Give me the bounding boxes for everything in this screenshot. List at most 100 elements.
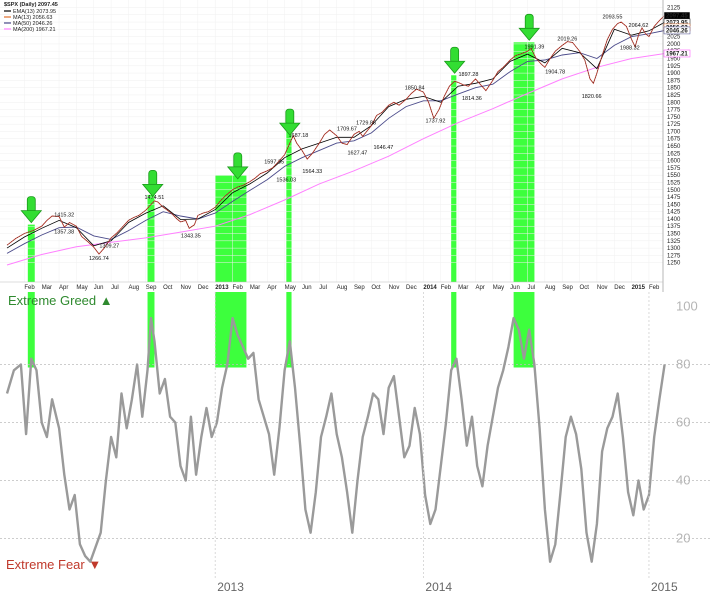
ma200-line xyxy=(6,53,664,266)
annotation-16: 1897.28 xyxy=(459,72,479,78)
price-y-tick-16: 1650 xyxy=(667,144,681,150)
annotation-6: 1597.35 xyxy=(264,159,284,165)
month-tick-13: Mar xyxy=(250,285,260,291)
greed-arrow-0 xyxy=(20,196,43,224)
extreme-greed-label: Extreme Greed ▲ xyxy=(8,293,113,308)
month-tick-22: Dec xyxy=(406,285,417,291)
price-box-0: 2097.45 xyxy=(663,11,691,19)
price-box-label-1: 2073.95 xyxy=(666,20,688,26)
month-tick-11: 2013 xyxy=(215,285,229,291)
greed-zone-bottom-5 xyxy=(513,292,535,368)
price-y-tick-9: 1475 xyxy=(667,195,681,201)
month-tick-26: Apr xyxy=(475,285,484,291)
price-y-tick-6: 1400 xyxy=(667,217,681,223)
price-y-tick-30: 2000 xyxy=(667,42,681,48)
annotation-9: 1564.33 xyxy=(302,169,322,175)
annotation-5: 1343.35 xyxy=(181,233,201,239)
price-box-label-3: 2046.26 xyxy=(666,28,688,34)
price-y-tick-17: 1675 xyxy=(667,137,681,143)
sentiment-panel: 20 40 60 80 100 2013 2014 2015 Extreme Greed ▲… xyxy=(0,292,711,594)
greed-arrow-head-2 xyxy=(226,166,249,180)
sentiment-y-tick-4: 100 xyxy=(676,299,698,314)
month-tick-17: Jul xyxy=(319,285,327,291)
greed-arrow-head-4 xyxy=(443,60,466,74)
month-tick-23: 2014 xyxy=(423,285,437,291)
annotation-22: 2093.55 xyxy=(603,15,623,21)
annotation-11: 1627.47 xyxy=(347,151,367,157)
annotation-15: 1737.92 xyxy=(426,118,446,124)
month-tick-24: Feb xyxy=(441,285,452,291)
annotation-19: 1904.78 xyxy=(545,70,565,76)
month-tick-35: 2015 xyxy=(632,285,646,291)
ema13-line xyxy=(6,22,664,249)
greed-arrow-5 xyxy=(518,13,541,41)
price-y-tick-3: 1325 xyxy=(667,239,681,245)
month-tick-1: Mar xyxy=(42,285,52,291)
price-box-4: 1967.21 xyxy=(663,49,691,58)
price-y-tick-2: 1300 xyxy=(667,246,681,252)
month-tick-30: Aug xyxy=(545,285,556,291)
greed-zone-top-4 xyxy=(451,75,457,283)
greed-zones-bottom xyxy=(27,292,535,368)
sentiment-y-tick-2: 60 xyxy=(676,415,690,430)
annotation-14: 1850.84 xyxy=(405,85,425,91)
greed-arrow-1 xyxy=(141,169,164,197)
greed-arrow-head-0 xyxy=(20,210,43,224)
month-tick-2: Apr xyxy=(59,285,68,291)
price-y-tick-35: 2125 xyxy=(667,5,681,11)
greed-zone-top-3 xyxy=(286,129,292,282)
price-y-tick-28: 1950 xyxy=(667,57,681,63)
greed-arrow-4 xyxy=(443,46,466,74)
price-y-tick-12: 1550 xyxy=(667,173,681,179)
month-tick-36: Feb xyxy=(649,285,660,291)
greed-zone-top-5 xyxy=(513,42,535,283)
month-tick-25: Mar xyxy=(458,285,468,291)
price-y-tick-14: 1600 xyxy=(667,159,681,165)
annotation-4: 1474.51 xyxy=(144,195,164,201)
price-y-tick-23: 1825 xyxy=(667,93,681,99)
annotation-23: 2064.62 xyxy=(629,23,649,29)
price-y-tick-10: 1500 xyxy=(667,188,681,194)
month-tick-5: Jul xyxy=(111,285,119,291)
annotation-12: 1729.86 xyxy=(356,121,376,127)
price-legend: $SPX (Daily) 2097.45 EMA(13) 2073.95 MA(… xyxy=(4,2,58,33)
sentiment-series-group xyxy=(5,316,666,563)
month-tick-0: Feb xyxy=(24,285,35,291)
price-box-3: 2046.26 xyxy=(663,26,691,34)
greed-zone-bottom-3 xyxy=(286,292,292,368)
price-box-label-0: 2097.45 xyxy=(666,13,688,19)
price-y-tick-8: 1450 xyxy=(667,202,681,208)
year-label-0: 2013 xyxy=(217,580,244,594)
greed-arrow-head-5 xyxy=(518,27,541,41)
annotation-3: 1309.27 xyxy=(99,243,119,249)
extreme-fear-label: Extreme Fear ▼ xyxy=(6,557,101,572)
month-tick-12: Feb xyxy=(233,285,244,291)
greed-zone-top-0 xyxy=(27,224,35,282)
month-tick-21: Nov xyxy=(389,285,400,291)
price-y-tick-26: 1900 xyxy=(667,71,681,77)
price-box-bg-4 xyxy=(663,49,691,58)
annotation-13: 1646.47 xyxy=(373,145,393,151)
month-tick-14: Apr xyxy=(267,285,276,291)
legend-ma200: MA(200) 1967.21 xyxy=(13,27,56,33)
price-y-tick-18: 1700 xyxy=(667,129,681,135)
sentiment-y-tick-0: 20 xyxy=(676,531,690,546)
month-tick-8: Oct xyxy=(163,285,173,291)
price-series-group xyxy=(6,15,664,266)
sentiment-y-tick-3: 80 xyxy=(676,357,690,372)
price-y-tick-25: 1875 xyxy=(667,78,681,84)
greed-zone-bottom-0 xyxy=(27,292,35,368)
price-y-tick-20: 1750 xyxy=(667,115,681,121)
price-y-tick-15: 1625 xyxy=(667,151,681,157)
price-gridlines xyxy=(0,0,663,282)
price-y-tick-4: 1350 xyxy=(667,232,681,238)
price-y-tick-19: 1725 xyxy=(667,122,681,128)
month-tick-3: May xyxy=(76,285,87,291)
month-tick-32: Oct xyxy=(580,285,590,291)
price-box-label-4: 1967.21 xyxy=(666,51,688,57)
sentiment-y-axis: 20 40 60 80 100 xyxy=(676,299,698,546)
annotation-17: 1814.36 xyxy=(462,96,482,102)
